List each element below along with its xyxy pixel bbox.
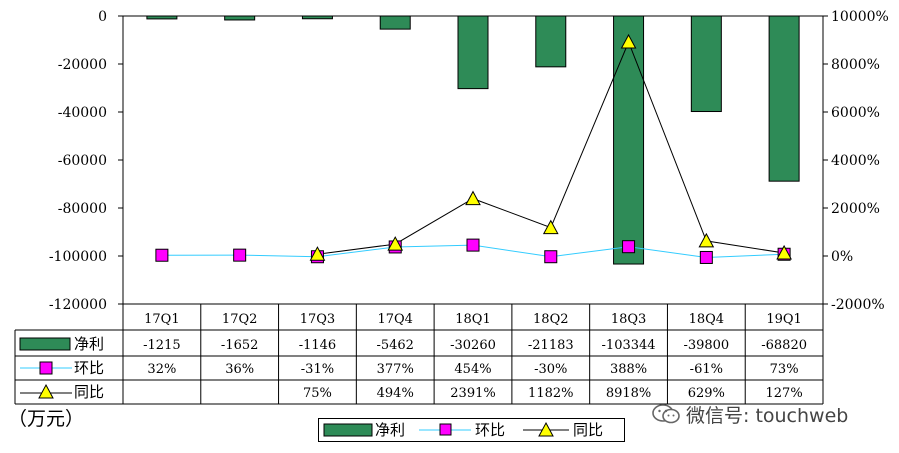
data-label: 73%	[770, 362, 799, 377]
bar-profit	[768, 15, 800, 182]
category-label: 17Q2	[222, 312, 257, 327]
category-label: 17Q4	[377, 312, 412, 327]
point-qoq	[622, 240, 636, 254]
right-tick-label: 6000%	[831, 105, 880, 121]
category-label: 18Q4	[689, 312, 724, 327]
data-label: 32%	[147, 362, 176, 377]
left-tick-label: -20000	[58, 57, 107, 73]
bar-profit	[535, 15, 567, 68]
left-tick-label: -60000	[58, 153, 107, 169]
category-label: 18Q3	[611, 312, 646, 327]
point-qoq	[544, 250, 558, 264]
unit-label: （万元）	[8, 408, 85, 430]
data-label: -5462	[376, 338, 413, 353]
right-tick-label: -2000%	[831, 297, 885, 313]
right-tick-label: 0%	[831, 249, 853, 265]
legend-swatch-yoy-marker	[538, 421, 554, 437]
data-label: -39800	[683, 338, 729, 353]
left-tick-label: -80000	[58, 201, 107, 217]
data-label: 629%	[688, 386, 725, 401]
data-label: 2391%	[450, 386, 495, 401]
left-tick-label: 0	[98, 9, 107, 25]
right-tick-label: 8000%	[831, 57, 880, 73]
row-key-qoq-marker	[39, 361, 53, 375]
data-label: 127%	[766, 386, 803, 401]
data-label: -68820	[761, 338, 807, 353]
data-label: 377%	[377, 362, 414, 377]
left-tick-label: -40000	[58, 105, 107, 121]
row-label: 同比	[74, 383, 104, 401]
legend-label-profit: 净利	[375, 421, 405, 439]
bar-profit	[690, 15, 722, 113]
point-qoq	[155, 248, 169, 262]
bar-profit	[146, 15, 178, 20]
watermark-text: 微信号: touchweb	[686, 404, 849, 427]
point-yoy	[542, 219, 559, 235]
watermark: 微信号: touchweb	[652, 400, 848, 428]
category-label: 19Q1	[766, 312, 801, 327]
data-label: -21183	[528, 338, 574, 353]
bar-profit	[224, 15, 256, 21]
point-yoy	[620, 33, 637, 49]
point-yoy	[698, 232, 715, 248]
data-label: -30260	[450, 338, 496, 353]
point-qoq	[233, 248, 247, 262]
point-yoy	[465, 190, 481, 206]
data-label: -61%	[690, 362, 723, 377]
category-label: 18Q2	[533, 312, 568, 327]
point-qoq	[466, 238, 480, 252]
row-key-yoy-marker	[38, 383, 54, 399]
data-label: -30%	[534, 362, 567, 377]
left-tick-label: -120000	[49, 297, 107, 313]
row-label: 净利	[74, 335, 104, 353]
point-yoy	[387, 236, 404, 251]
legend-label-yoy: 同比	[573, 421, 603, 439]
data-label: -1146	[299, 338, 336, 353]
data-label: 494%	[377, 386, 414, 401]
point-qoq	[699, 250, 713, 264]
row-key-profit	[19, 337, 71, 351]
row-label: 环比	[74, 359, 104, 377]
legend: 净利 环比 同比	[318, 418, 625, 442]
bar-profit	[379, 15, 411, 30]
data-label: -103344	[602, 338, 656, 353]
category-label: 17Q1	[144, 312, 179, 327]
bar-profit	[301, 15, 333, 20]
legend-graphic: 净利 环比 同比	[323, 421, 603, 439]
point-yoy	[309, 246, 326, 261]
data-label: -1215	[143, 338, 180, 353]
data-label: -1652	[221, 338, 258, 353]
data-label: -31%	[301, 362, 334, 377]
data-label: 388%	[610, 362, 647, 377]
legend-swatch-qoq-marker	[439, 423, 452, 436]
category-label: 17Q3	[300, 312, 335, 327]
right-tick-label: 2000%	[831, 201, 880, 217]
right-tick-label: 4000%	[831, 153, 880, 169]
point-yoy	[776, 244, 792, 260]
bar-profit	[613, 15, 645, 265]
data-label: 36%	[225, 362, 254, 377]
legend-label-qoq: 环比	[475, 421, 505, 439]
category-label: 18Q1	[455, 312, 490, 327]
data-label: 1182%	[528, 386, 573, 401]
data-label: 454%	[454, 362, 491, 377]
data-label: 8918%	[606, 386, 651, 401]
bar-profit	[457, 15, 489, 90]
right-tick-label: 10000%	[831, 9, 889, 25]
data-label: 75%	[303, 386, 332, 401]
wechat-icon	[652, 404, 680, 424]
left-tick-label: -100000	[49, 249, 107, 265]
legend-swatch-profit	[323, 423, 373, 437]
